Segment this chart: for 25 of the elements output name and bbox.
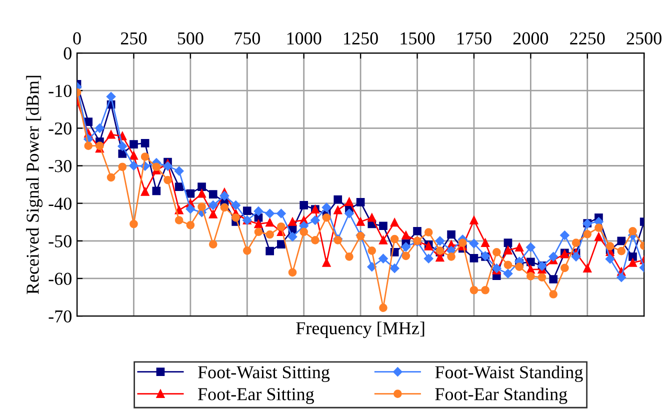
x-tick-label: 250 — [120, 32, 147, 44]
y-tick-label: 0 — [64, 47, 72, 60]
x-tick-label: 1750 — [457, 32, 492, 44]
legend-label: Foot-Ear Sitting — [198, 388, 314, 404]
x-axis-title: Frequency [MHz] — [296, 322, 424, 338]
y-tick-label: -20 — [48, 122, 72, 135]
y-tick-label: -70 — [48, 310, 72, 322]
y-tick-label: -60 — [48, 272, 72, 285]
x-tick-label: 1250 — [344, 32, 378, 44]
y-tick-label: -10 — [48, 84, 72, 98]
x-tick-label: 2250 — [570, 32, 605, 44]
y-tick-label: -30 — [48, 160, 72, 172]
y-axis-title: Received Signal Power [dBm] — [26, 76, 43, 294]
legend-label: Foot-Ear Standing — [435, 388, 568, 404]
x-tick-label: 500 — [178, 32, 204, 44]
legend-label: Foot-Waist Standing — [435, 366, 583, 382]
x-tick-label: 1500 — [400, 32, 435, 44]
x-tick-label: 1000 — [287, 32, 322, 44]
x-tick-label: 2000 — [513, 32, 548, 44]
x-tick-label: 750 — [234, 32, 260, 44]
y-tick-label: -50 — [48, 235, 72, 248]
y-tick-label: -40 — [48, 198, 72, 210]
x-tick-label: 0 — [73, 32, 81, 44]
x-tick-label: 2500 — [626, 32, 662, 44]
legend-label: Foot-Waist Sitting — [198, 366, 330, 382]
